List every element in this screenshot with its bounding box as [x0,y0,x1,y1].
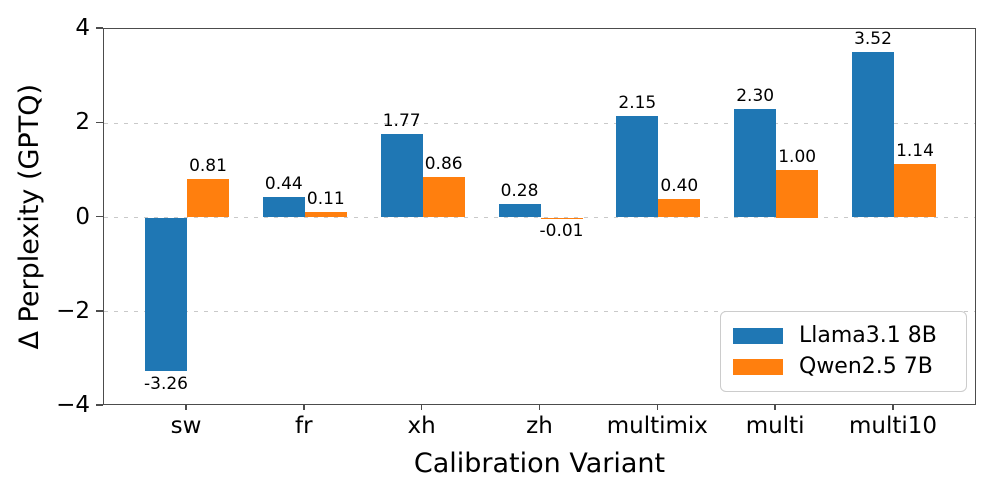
bar-qwen2.5-sw [187,179,229,218]
value-label-qwen2.5-multimix: 0.40 [660,175,699,196]
x-tick-mark-multi10 [892,405,894,410]
x-tick-label-sw: sw [170,413,202,439]
bar-qwen2.5-multi [776,170,819,218]
value-label-llama3.1-fr: 0.44 [264,173,303,194]
value-label-llama3.1-multi: 2.30 [736,86,775,107]
legend-item-llama: Llama3.1 8B [733,321,954,351]
x-tick-label-zh: zh [526,413,553,439]
value-label-qwen2.5-multi10: 1.14 [896,140,934,161]
x-tick-label-fr: fr [295,413,313,439]
x-tick-mark-fr [303,405,305,410]
bar-qwen2.5-xh [422,176,465,218]
x-tick-label-multi: multi [745,413,805,439]
value-label-llama3.1-multi10: 3.52 [854,28,892,49]
value-label-layer: -3.26 0.44 1.77 0.28 2.15 2.30 3.52 0.81 0.11 0.8… [104,29,975,404]
y-tick-mark-4 [96,27,103,29]
legend-item-qwen: Qwen2.5 7B [733,352,954,382]
legend: Llama3.1 8B Qwen2.5 7B [720,311,967,392]
plot-area: -3.26 0.44 1.77 0.28 2.15 2.30 3.52 0.81 0.11 0.8… [103,28,976,405]
y-tick-label-0: 0 [75,203,90,230]
legend-label-qwen: Qwen2.5 7B [799,354,933,379]
value-label-qwen2.5-xh: 0.86 [424,153,463,174]
gridline-layer [104,29,975,404]
x-tick-mark-multi [774,405,776,410]
legend-label-llama: Llama3.1 8B [799,323,937,348]
legend-swatch-qwen-icon [733,359,783,375]
bar-qwen2.5-zh [540,217,583,219]
bar-layer [104,29,975,404]
x-tick-mark-xh [420,405,423,410]
bar-llama3.1-multi10 [852,51,894,218]
gridline-y-0 [104,217,975,218]
y-tick-label-2: 2 [75,109,90,136]
y-tick-label--2: −2 [56,297,90,324]
y-tick-mark--2 [96,310,103,312]
bar-qwen2.5-multimix [658,198,701,218]
x-tick-mark-sw [185,405,187,410]
value-label-qwen2.5-sw: 0.81 [189,156,227,177]
value-label-llama3.1-xh: 1.77 [382,111,421,132]
y-tick-label-4: 4 [75,15,90,41]
bar-qwen2.5-multi10 [894,163,936,218]
x-axis-label: Calibration Variant [413,448,666,479]
x-tick-label-xh: xh [407,413,436,439]
bar-qwen2.5-fr [304,212,347,218]
y-tick-mark-2 [96,121,103,123]
bar-llama3.1-fr [262,196,305,218]
value-label-llama3.1-multimix: 2.15 [618,93,657,114]
x-tick-label-multimix: multimix [606,413,708,439]
value-label-qwen2.5-zh: -0.01 [539,221,584,242]
y-tick-mark--4 [96,404,103,406]
bar-llama3.1-xh [380,134,423,218]
x-tick-mark-multimix [656,405,659,410]
gridline-y-2 [104,122,975,124]
bar-llama3.1-sw [145,217,187,372]
bar-llama3.1-multi [734,109,777,218]
gridline-y--2 [104,311,975,313]
y-tick-label--4: −4 [56,392,90,418]
value-label-llama3.1-zh: 0.28 [500,181,539,202]
legend-swatch-llama-icon [733,328,783,344]
y-tick-mark-0 [96,215,103,218]
value-label-qwen2.5-fr: 0.11 [306,189,345,210]
value-label-qwen2.5-multi: 1.00 [778,147,817,168]
bar-llama3.1-multimix [616,116,659,218]
bar-llama3.1-zh [498,204,541,218]
value-label-llama3.1-sw: -3.26 [144,374,188,395]
x-tick-mark-zh [538,405,541,410]
x-tick-label-multi10: multi10 [848,413,938,439]
